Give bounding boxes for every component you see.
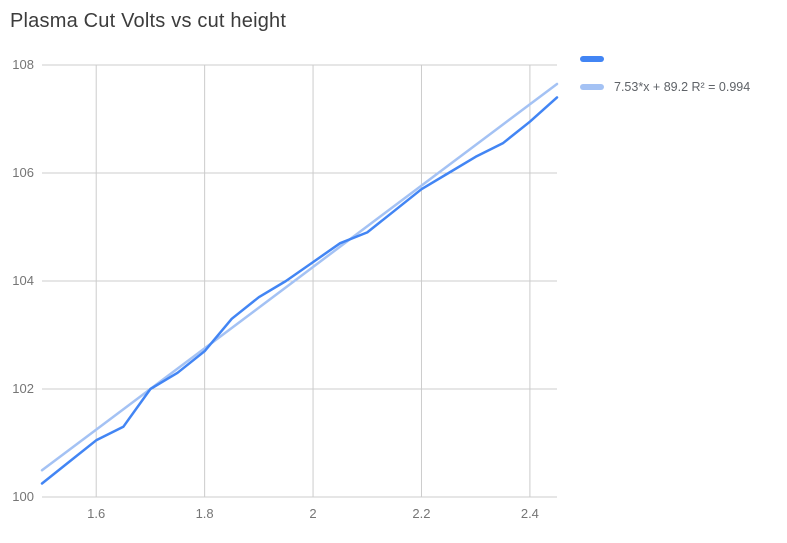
svg-text:2.2: 2.2 bbox=[412, 506, 430, 521]
legend-item-series[interactable] bbox=[580, 56, 750, 62]
chart-legend: 7.53*x + 89.2 R² = 0.994 bbox=[580, 56, 750, 94]
series-swatch bbox=[580, 56, 604, 62]
svg-text:104: 104 bbox=[12, 273, 34, 288]
trendline-label: 7.53*x + 89.2 R² = 0.994 bbox=[614, 80, 751, 94]
svg-text:106: 106 bbox=[12, 165, 34, 180]
svg-text:2: 2 bbox=[309, 506, 316, 521]
svg-text:102: 102 bbox=[12, 381, 34, 396]
svg-text:1.6: 1.6 bbox=[87, 506, 105, 521]
trendline-swatch bbox=[580, 84, 604, 90]
svg-text:2.4: 2.4 bbox=[521, 506, 539, 521]
svg-text:108: 108 bbox=[12, 57, 34, 72]
legend-item-trendline[interactable]: 7.53*x + 89.2 R² = 0.994 bbox=[580, 80, 750, 94]
svg-text:1.8: 1.8 bbox=[196, 506, 214, 521]
svg-text:100: 100 bbox=[12, 489, 34, 504]
chart-title: Plasma Cut Volts vs cut height bbox=[10, 10, 287, 32]
